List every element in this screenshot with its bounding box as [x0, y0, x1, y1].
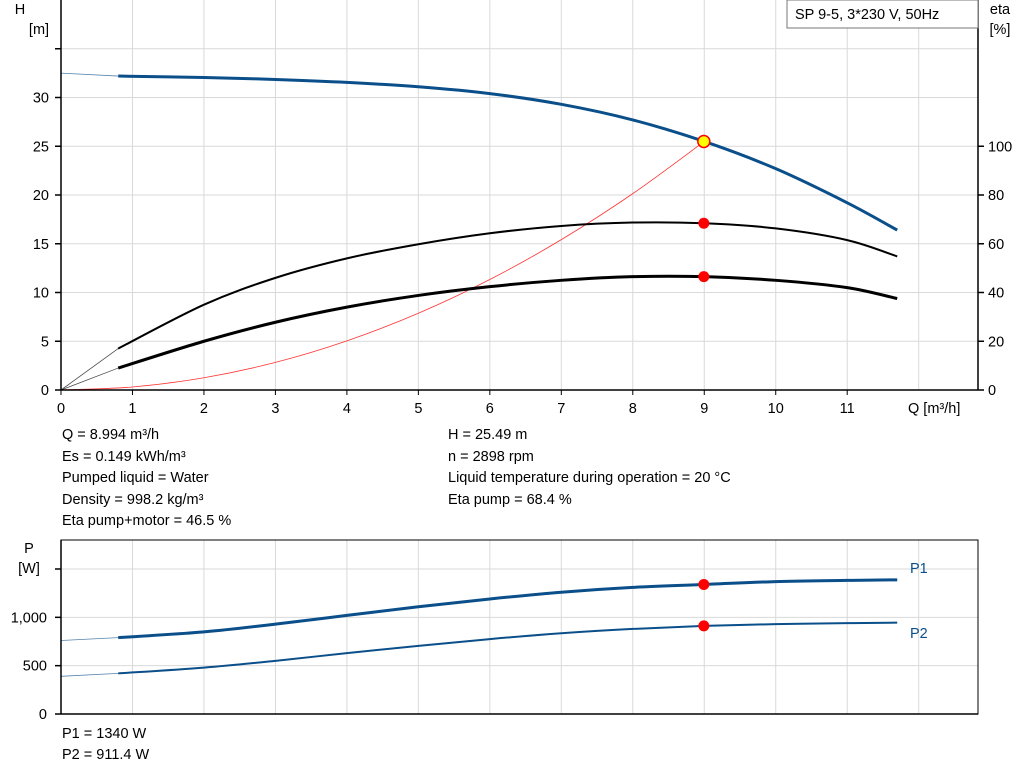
info-es: Es = 0.149 kWh/m³ — [62, 448, 186, 465]
p-tick-label: 500 — [23, 659, 47, 675]
info-n: n = 2898 rpm — [448, 448, 534, 465]
axis-labels: 0 5 10 15 20 25 30 0 20 40 60 80 100 0 1 2 3 4 5 6 7 8 9 10 11 0 5… — [11, 91, 1013, 724]
h-tick-label: 0 — [41, 383, 49, 399]
eta-tick-label: 0 — [988, 383, 996, 399]
h-tick-label: 25 — [33, 139, 49, 155]
h-tick-label: 10 — [33, 286, 49, 302]
eta-pump-duty-point — [698, 217, 710, 229]
info-eta-pump: Eta pump = 68.4 % — [448, 491, 572, 508]
eta-tick-label: 20 — [988, 334, 1004, 350]
chart-title: SP 9-5, 3*230 V, 50Hz — [795, 7, 939, 23]
system-curve — [60, 141, 705, 391]
axes — [55, 0, 984, 715]
head-duty-point — [697, 134, 711, 149]
p-plot-frame — [60, 539, 979, 715]
info-liquid: Pumped liquid = Water — [62, 470, 209, 486]
p-axis-label: P — [24, 541, 34, 557]
q-tick-label: 4 — [343, 401, 351, 417]
p2-series-label: P2 — [910, 626, 928, 642]
h-tick-label: 5 — [41, 334, 49, 350]
info-density: Density = 998.2 kg/m³ — [62, 491, 204, 508]
h-axis-unit: [m] — [29, 22, 49, 38]
q-axis-label: Q [m³/h] — [908, 401, 960, 417]
q-tick-label: 0 — [57, 401, 65, 417]
q-tick-label: 1 — [128, 401, 136, 417]
eta-pump-motor-duty-point — [698, 271, 710, 283]
p1-curve-extension — [60, 637, 119, 641]
info-h: H = 25.49 m — [448, 427, 528, 443]
info-p1: P1 = 1340 W — [62, 726, 147, 742]
h-tick-label: 20 — [33, 188, 49, 204]
bottom-grid — [61, 540, 978, 714]
eta-tick-label: 60 — [988, 237, 1004, 253]
curves — [60, 72, 898, 677]
h-tick-label: 30 — [33, 91, 49, 107]
eta-tick-label: 80 — [988, 188, 1004, 204]
q-tick-label: 11 — [840, 401, 855, 417]
title-box — [786, 0, 979, 29]
p1-curve — [118, 578, 898, 640]
eta-pump-curve-extension — [60, 348, 119, 391]
eta-pump-motor-curve-extension — [60, 367, 119, 391]
p2-duty-point — [698, 620, 710, 632]
q-tick-label: 10 — [768, 401, 784, 417]
eta-axis-unit: [%] — [990, 22, 1011, 38]
info-eta-pump-motor: Eta pump+motor = 46.5 % — [62, 513, 232, 529]
info-left: Q = 8.994 m³/h Es = 0.149 kWh/m³ Pumped … — [62, 425, 231, 533]
info-right: H = 25.49 m n = 2898 rpm Liquid temperat… — [448, 425, 731, 511]
info-q: Q = 8.994 m³/h — [62, 427, 160, 443]
q-tick-label: 6 — [486, 401, 494, 417]
q-tick-label: 3 — [271, 401, 279, 417]
q-tick-label: 9 — [700, 401, 708, 417]
info-temperature: Liquid temperature during operation = 20… — [448, 470, 731, 486]
info-power: P1 = 1340 W P2 = 911.4 W — [62, 724, 149, 766]
eta-tick-label: 100 — [988, 139, 1012, 155]
p-axis-unit: [W] — [18, 561, 40, 577]
q-tick-label: 2 — [200, 401, 208, 417]
eta-axis-label: eta — [990, 2, 1011, 18]
p1-series-label: P1 — [910, 561, 928, 577]
p-tick-label: 0 — [39, 707, 47, 723]
q-tick-label: 7 — [557, 401, 565, 417]
q-tick-label: 8 — [629, 401, 637, 417]
eta-tick-label: 40 — [988, 286, 1004, 302]
p-tick-label: 1,000 — [11, 610, 47, 626]
head-curve — [118, 74, 898, 232]
h-tick-label: 15 — [33, 237, 49, 253]
eta-pump-motor-curve — [117, 274, 898, 370]
top-grid — [61, 0, 978, 390]
p1-duty-point — [698, 578, 710, 590]
p2-curve-extension — [60, 673, 119, 677]
head-curve-extension — [60, 72, 119, 77]
info-p2: P2 = 911.4 W — [62, 747, 150, 763]
eta-pump-curve — [117, 221, 898, 350]
h-axis-label: H — [15, 2, 25, 18]
q-tick-label: 5 — [414, 401, 422, 417]
p2-curve — [118, 621, 898, 675]
